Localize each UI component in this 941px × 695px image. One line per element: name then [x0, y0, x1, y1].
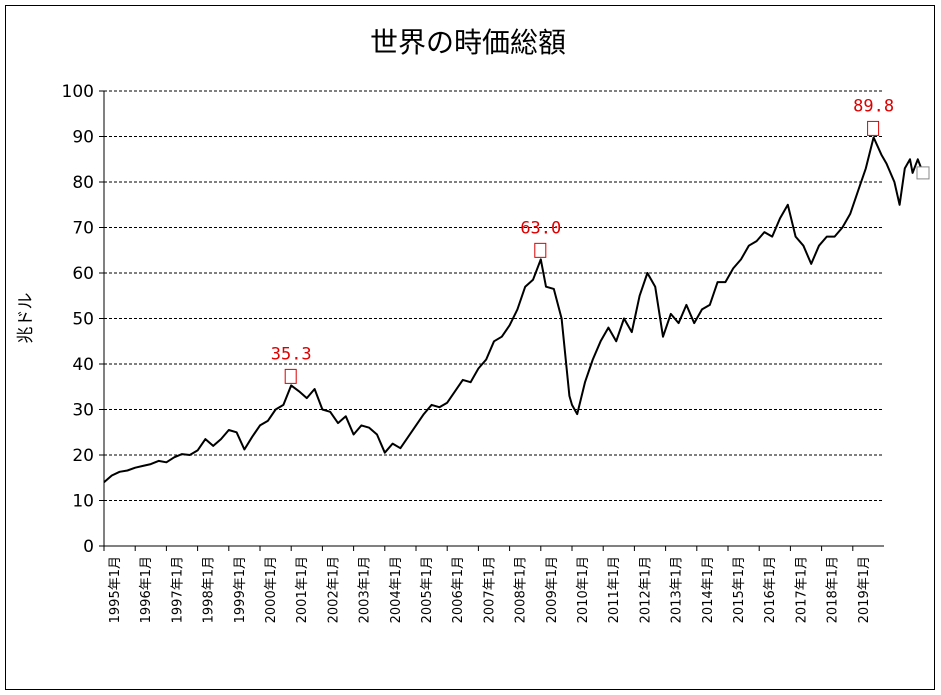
y-tick-label-50: 50	[72, 310, 94, 330]
axes	[99, 90, 884, 551]
x-tick-label-16: 2011年1月	[607, 556, 622, 623]
y-tick-label-40: 40	[72, 355, 94, 375]
peak-marker-1	[534, 242, 547, 258]
x-tick-label-5: 2000年1月	[264, 556, 279, 623]
x-tick-label-18: 2013年1月	[670, 556, 685, 623]
y-tick-label-70: 70	[72, 219, 94, 239]
x-tick-label-8: 2003年1月	[358, 556, 373, 623]
x-tick-label-23: 2018年1月	[826, 556, 841, 623]
y-tick-labels: 0 10 20 30 40 50 60 70 80 90 100	[62, 82, 94, 557]
peak-marker-2	[867, 120, 880, 136]
x-tick-label-0: 1995年1月	[108, 556, 123, 623]
x-tick-label-22: 2017年1月	[794, 556, 809, 623]
y-tick-label-80: 80	[72, 173, 94, 193]
x-tick-labels: 1995年1月 1996年1月 1997年1月 1998年1月 1999年1月 2000年…	[108, 556, 872, 623]
y-tick-label-10: 10	[72, 492, 94, 512]
x-tick-label-11: 2006年1月	[451, 556, 466, 623]
peak-label-1: 63.0	[520, 218, 561, 238]
x-tick-label-17: 2012年1月	[638, 556, 653, 623]
peak-marker-0	[284, 368, 297, 384]
x-tick-label-10: 2005年1月	[420, 556, 435, 623]
x-tick-label-7: 2002年1月	[326, 556, 341, 623]
y-axis-label: 兆ドル	[16, 293, 36, 344]
x-tick-label-2: 1997年1月	[170, 556, 185, 623]
y-tick-label-100: 100	[62, 82, 94, 102]
x-tick-label-24: 2019年1月	[857, 556, 872, 623]
x-tick-label-20: 2015年1月	[732, 556, 747, 623]
x-tick-label-13: 2008年1月	[514, 556, 529, 623]
x-tick-label-21: 2016年1月	[763, 556, 778, 623]
annotations: 35.3 63.0 89.8	[271, 96, 930, 384]
series-layer	[103, 136, 924, 484]
grid-lines	[104, 90, 884, 501]
y-tick-label-90: 90	[72, 128, 94, 148]
x-tick-label-3: 1998年1月	[202, 556, 217, 623]
y-tick-label-0: 0	[83, 537, 94, 557]
last-point-marker	[916, 166, 930, 180]
y-tick-label-20: 20	[72, 446, 94, 466]
y-tick-label-60: 60	[72, 264, 94, 284]
peak-label-0: 35.3	[271, 344, 312, 364]
x-tick-label-9: 2004年1月	[389, 556, 404, 623]
chart-title: 世界の時価総額	[370, 26, 566, 59]
x-tick-label-6: 2001年1月	[295, 556, 310, 623]
x-tick-label-12: 2007年1月	[482, 556, 497, 623]
x-tick-label-4: 1999年1月	[233, 556, 248, 623]
y-tick-label-30: 30	[72, 401, 94, 421]
x-tick-label-14: 2009年1月	[545, 556, 560, 623]
chart-frame	[5, 5, 935, 690]
peak-label-2: 89.8	[853, 96, 894, 116]
series-line-0	[103, 136, 924, 484]
x-tick-label-19: 2014年1月	[701, 556, 716, 623]
x-tick-label-15: 2010年1月	[576, 556, 591, 623]
x-tick-label-1: 1996年1月	[139, 556, 154, 623]
